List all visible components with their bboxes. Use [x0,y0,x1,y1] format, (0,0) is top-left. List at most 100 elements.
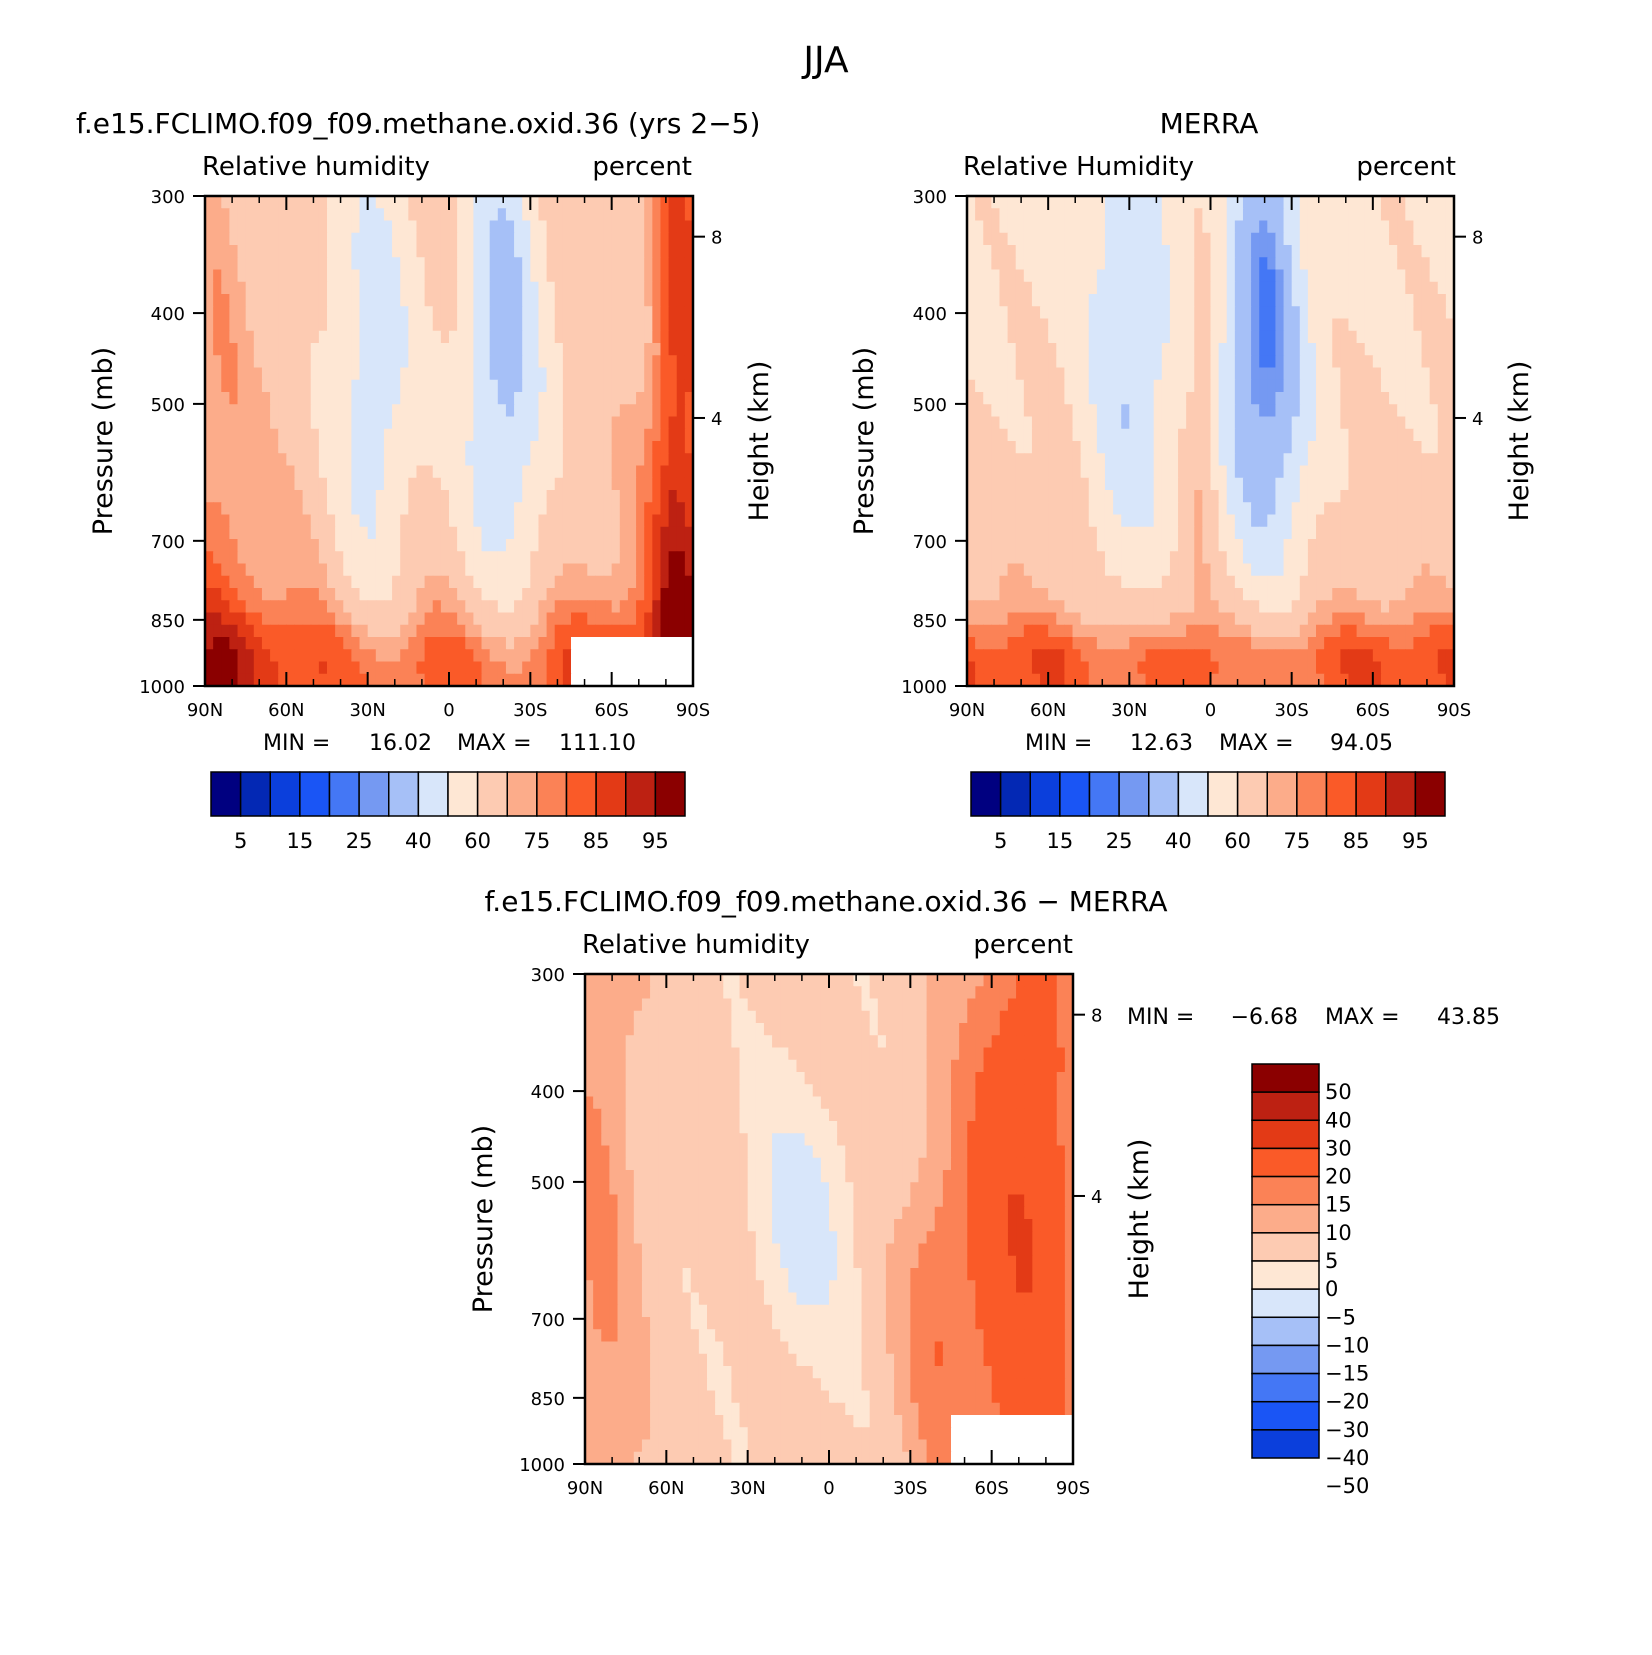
contour-cell [1316,379,1325,393]
contour-cell [1096,343,1106,356]
contour-cell [351,355,361,369]
contour-cell [1161,404,1171,418]
contour-cell [1153,343,1163,356]
contour-cell [1283,453,1293,467]
contour-cell [522,563,531,577]
contour-cell [522,465,531,479]
contour-cell [1064,624,1074,638]
contour-cell [424,269,434,283]
contour-cell [676,428,686,442]
contour-cell [660,355,670,369]
contour-cell [229,257,239,271]
contour-cell [465,477,474,491]
contour-cell [1088,624,1098,638]
contour-cell [1421,428,1431,442]
contour-cell [1413,294,1423,307]
y-tick-label: 700 [151,532,185,553]
contour-cell [1064,661,1074,675]
contour-cell [1202,490,1212,503]
contour-cell [343,502,352,516]
contour-cell [302,514,312,528]
contour-cell [440,428,450,442]
contour-cell [489,637,499,650]
contour-cell [1113,600,1122,614]
contour-cell [1251,600,1260,614]
contour-cell [1299,416,1309,430]
contour-cell [1372,502,1382,516]
x-tick-label: 30N [1111,700,1147,721]
contour-cell [1234,220,1244,234]
contour-cell [991,232,1001,246]
contour-cell [1437,269,1447,283]
contour-cell [270,575,279,589]
contour-cell [975,306,984,320]
contour-cell [310,612,320,626]
contour-cell [1267,477,1277,491]
contour-cell [1421,294,1431,307]
contour-cell [367,453,377,467]
contour-cell [457,477,466,491]
contour-cell [619,465,629,479]
contour-cell [416,367,426,381]
contour-cell [652,343,662,356]
contour-cell [318,245,328,258]
contour-cell [1186,416,1195,430]
contour-cell [1088,379,1098,393]
contour-cell [1161,477,1171,491]
contour-cell [1405,624,1415,638]
contour-cell [1161,539,1171,552]
contour-cell [351,232,361,246]
contour-cell [473,343,483,356]
contour-cell [1389,245,1398,258]
contour-cell [522,477,531,491]
contour-cell [1340,367,1350,381]
contour-cell [999,318,1009,332]
contour-cell [1121,257,1130,271]
contour-cell [1056,318,1065,332]
contour-cell [1210,612,1220,626]
contour-cell [440,392,450,405]
contour-cell [1259,612,1268,626]
contour-cell [318,588,328,601]
contour-cell [351,649,361,663]
contour-cell [481,392,491,405]
contour-cell [652,575,662,589]
contour-cell [1048,208,1057,222]
contour-cell [1031,539,1041,552]
contour-cell [1064,416,1074,430]
contour-cell [1048,441,1057,454]
contour-cell [1072,196,1082,209]
contour-cell [1291,269,1301,283]
contour-cell [1202,637,1212,650]
colorbar-swatch [1088,771,1120,817]
height-tick-label: 4 [711,409,722,430]
contour-cell [465,441,474,454]
contour-cell [1080,196,1090,209]
contour-cell [619,649,629,663]
contour-cell [571,220,580,234]
contour-cell [1007,392,1017,405]
contour-cell [668,661,678,675]
contour-cell [991,502,1001,516]
contour-cell [1226,588,1236,601]
contour-cell [1031,306,1041,320]
contour-cell [1348,355,1358,369]
contour-cell [579,588,588,601]
contour-cell [432,379,442,393]
contour-cell [1056,355,1065,369]
contour-cell [245,526,255,540]
contour-cell [440,367,450,381]
contour-cell [1332,673,1341,687]
contour-cell [587,196,596,209]
contour-cell [253,673,263,687]
contour-cell [579,220,588,234]
contour-cell [392,551,401,565]
contour-cell [294,502,304,516]
colorbar-swatch [1296,771,1328,817]
contour-cell [1389,208,1398,222]
contour-cell [1007,306,1017,320]
contour-cell [1015,367,1025,381]
contour-cell [611,600,621,614]
contour-cell [229,490,239,503]
contour-cell [1405,453,1415,467]
